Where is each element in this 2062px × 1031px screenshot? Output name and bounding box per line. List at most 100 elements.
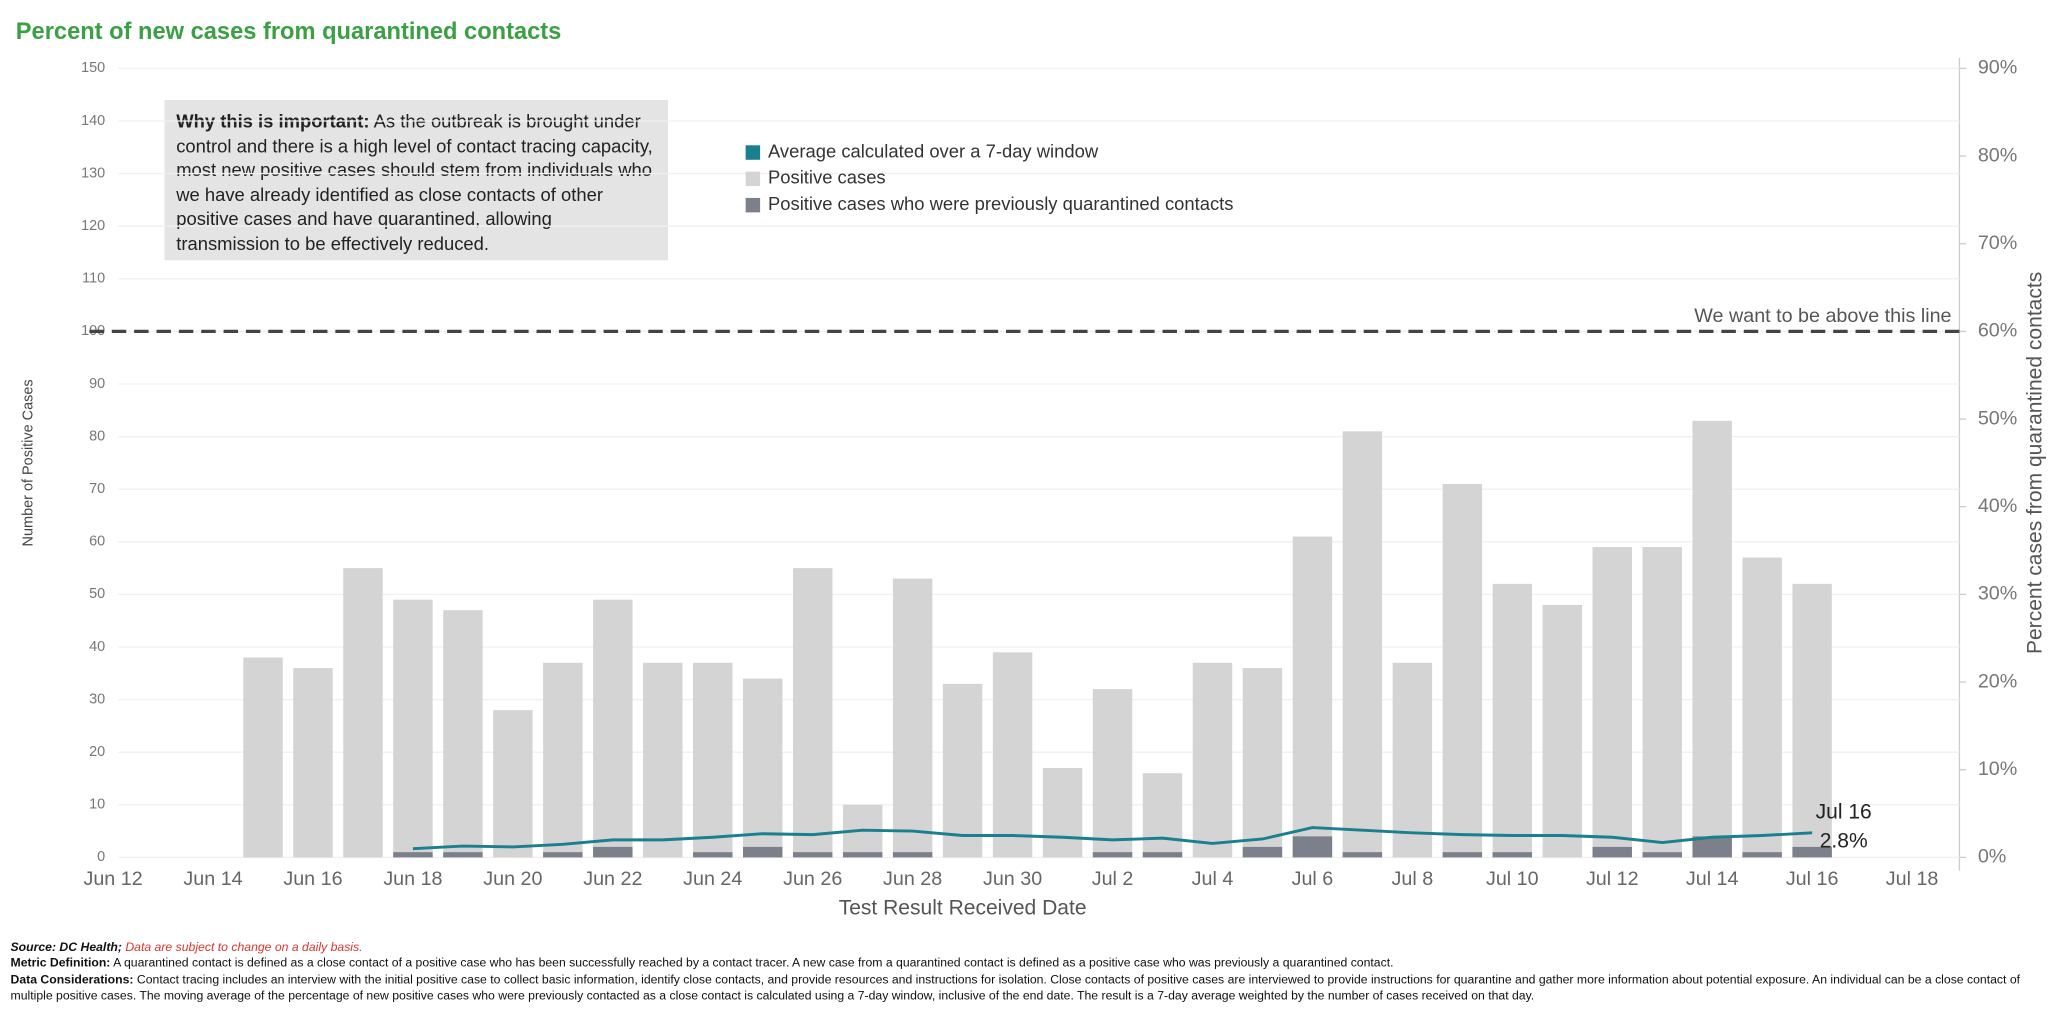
y2-tick-label: 90% [1978,57,2017,79]
y2-tick-label: 70% [1978,232,2017,254]
legend-label: Positive cases who were previously quara… [768,193,1234,214]
legend-swatch [745,171,761,187]
value-label: 2.8% [1820,830,1868,853]
bar [842,852,883,858]
y2-tick-label: 30% [1978,583,2017,605]
y-tick-label: 0 [97,849,105,865]
y2-tick-label: 60% [1978,320,2017,342]
annotation: Why this is important: As the outbreak i… [164,99,669,261]
y-tick-label: 130 [81,165,105,181]
y-tick-label: 40 [89,639,105,655]
x-tick-label: Jun 20 [483,868,542,890]
legend-label: Positive cases [768,167,886,188]
y2-tick-label: 50% [1978,407,2017,429]
x-tick-label: Jun 14 [183,868,242,890]
bar [1642,547,1682,858]
x-tick-label: Jul 12 [1586,868,1639,890]
line [412,826,1813,851]
x-tick-label: Jun 16 [283,868,342,890]
metric-heading: Metric Definition: [10,956,111,970]
bar [992,652,1033,858]
x-tick-label: Jun 26 [783,868,842,890]
bar [443,610,483,858]
legend-swatch [745,197,761,213]
y-tick-label: 110 [82,271,105,287]
y2-axis-title: Percent cases from quarantined contacts [2023,272,2046,654]
bar [393,852,433,858]
bar [1442,852,1483,858]
bar [343,568,383,858]
x-axis-title: Test Result Received Date [839,896,1087,919]
bar [693,662,733,858]
chart-title: Percent of new cases from quarantined co… [16,19,562,45]
bar [1492,852,1533,858]
considerations-text: Contact tracing includes an interview wi… [10,972,2021,1002]
y2-tick-label: 0% [1978,846,2006,868]
bar [643,662,683,858]
x-tick-label: Jun 12 [83,868,142,890]
bar [743,846,783,858]
bar [792,852,833,858]
source-note: Data are subject to change on a daily ba… [125,940,363,954]
bar [1292,836,1333,858]
bar [1192,662,1233,858]
y-tick-label: 70 [89,481,105,497]
bar [1092,852,1133,858]
bar [1792,583,1832,858]
y-tick-label: 30 [89,691,105,707]
considerations-line: Data Considerations: Contact tracing inc… [11,971,2056,1003]
bar [593,846,633,858]
y-tick-label: 150 [81,60,105,76]
considerations-heading: Data Considerations: [10,972,134,986]
y-tick-label: 140 [81,113,105,129]
bar [1542,604,1583,858]
bar [743,678,783,858]
x-tick-label: Jul 14 [1686,868,1739,890]
bar [1042,767,1083,858]
y-tick-label: 20 [89,744,105,760]
y-tick-label: 60 [89,534,105,550]
y-tick-label: 80 [89,428,105,444]
bar [942,683,983,858]
bar [1742,852,1782,858]
bar [1092,689,1133,858]
bar [1342,431,1383,858]
bar [1342,852,1383,858]
x-tick-label: Jul 2 [1092,868,1134,890]
y2-tick-label: 80% [1978,144,2017,166]
y-tick-label: 120 [81,218,105,234]
y-tick-label: 90 [89,376,105,392]
bar [593,599,633,858]
bar [1692,836,1732,858]
bar [1292,536,1333,858]
date-label: Jul 16 [1816,801,1872,824]
x-tick-label: Jun 22 [583,868,642,890]
bar [1692,420,1732,858]
bar [543,852,583,858]
metric-line: Metric Definition: A quarantined contact… [11,955,2056,971]
bar [1242,846,1283,858]
y-axis-title: Number of Positive Cases [21,379,37,546]
x-tick-label: Jul 18 [1886,868,1939,890]
reference-label: We want to be above this line [1694,305,1951,327]
y2-tick-label: 20% [1978,670,2017,692]
x-tick-label: Jul 16 [1786,868,1839,890]
bar [1592,846,1632,858]
bar [293,668,333,858]
y2-tick-label: 40% [1978,495,2017,517]
bar [1742,557,1782,858]
bar [1142,773,1183,858]
annotation-text: As the outbreak is brought under control… [176,110,653,254]
bar [1642,852,1682,858]
x-tick-label: Jun 18 [383,868,442,890]
bar [1392,662,1433,858]
footnotes: Source: DC Health; Data are subject to c… [11,939,2056,1004]
bar [1242,668,1283,858]
metric-text: A quarantined contact is defined as a cl… [113,956,1394,970]
bar [1792,846,1832,858]
source: Source: DC Health; [10,940,122,954]
y-tick-label: 10 [89,797,105,813]
bar [892,852,933,858]
legend-swatch [745,145,761,160]
